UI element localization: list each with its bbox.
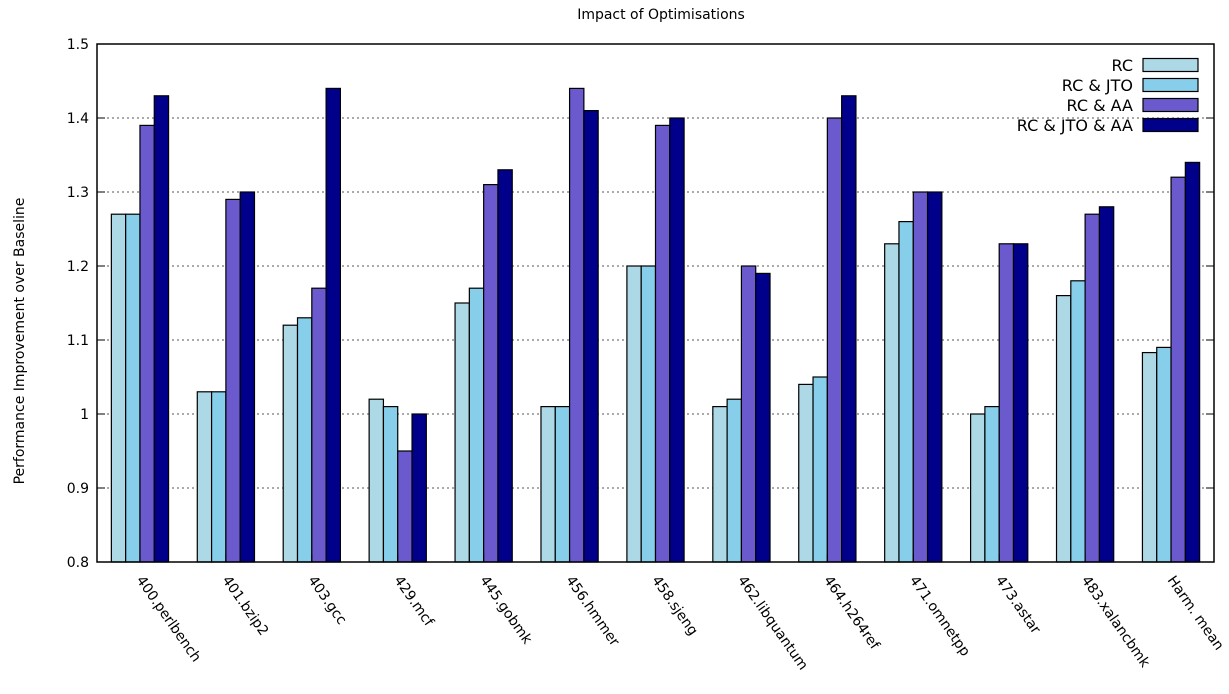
- bar-rc-jto-aa-462-libquantum: [755, 272, 771, 563]
- bar-rc-445-gobmk: [454, 302, 470, 563]
- bar-rc-471-omnetpp: [884, 243, 900, 563]
- x-category-label: 471.omnetpp: [906, 573, 973, 659]
- legend-swatch: [1142, 117, 1199, 133]
- bar-rc-jto-458-sjeng: [640, 265, 657, 563]
- y-tick-label: 1.4: [67, 111, 89, 127]
- bar-rc-jto-aa-483-xalancbmk: [1098, 206, 1115, 563]
- bar-rc-jto-400-perlbench: [125, 213, 141, 563]
- y-tick-label: 1.1: [67, 333, 89, 349]
- bar-rc-harm-mean: [1141, 351, 1158, 563]
- bar-rc-456-hmmer: [540, 406, 556, 563]
- bar-rc-aa-429-mcf: [397, 450, 413, 563]
- bar-rc-429-mcf: [368, 398, 385, 563]
- x-category-label: 458.sjeng: [648, 573, 701, 638]
- bar-rc-jto-471-omnetpp: [898, 221, 914, 563]
- x-category-label: 401.bzip2: [219, 573, 272, 639]
- bar-rc-jto-aa-464-h264ref: [841, 95, 857, 563]
- bar-rc-jto-473-astar: [984, 406, 1000, 563]
- legend-swatch: [1142, 97, 1199, 113]
- bar-rc-jto-aa-harm-mean: [1184, 161, 1201, 563]
- bar-rc-aa-400-perlbench: [139, 124, 155, 563]
- x-axis-categories: 400.perlbench 401.bzip2 403.gcc 429.mcf 445.…: [133, 554, 1227, 673]
- bar-rc-aa-483-xalancbmk: [1084, 213, 1101, 563]
- bar-rc-jto-462-libquantum: [726, 398, 743, 563]
- y-axis-ticks: 0.8 0.9 1 1.1 1.2 1.3 1.4 1.5: [67, 37, 1214, 571]
- chart-title: Impact of Optimisations: [577, 7, 745, 23]
- bar-rc-aa-456-hmmer: [568, 87, 585, 563]
- legend-label: RC: [1112, 56, 1134, 75]
- bar-rc-jto-aa-473-astar: [1012, 243, 1029, 563]
- legend-label: RC & JTO & AA: [1017, 116, 1133, 135]
- y-tick-label: 1.2: [67, 259, 89, 275]
- y-tick-label: 1.3: [67, 185, 89, 201]
- bar-rc-400-perlbench: [110, 213, 127, 563]
- y-tick-label: 1.5: [67, 37, 89, 53]
- bar-rc-aa-473-astar: [998, 243, 1015, 563]
- bar-rc-462-libquantum: [712, 406, 728, 563]
- bar-rc-aa-harm-mean: [1170, 176, 1186, 563]
- bar-rc-473-astar: [969, 413, 986, 563]
- x-category-label: Harm. mean: [1164, 573, 1227, 653]
- bar-rc-jto-aa-458-sjeng: [669, 117, 685, 563]
- bar-rc-jto-aa-471-omnetpp: [926, 191, 943, 563]
- bar-rc-jto-aa-445-gobmk: [497, 169, 513, 563]
- bar-rc-aa-401-bzip2: [225, 198, 241, 563]
- x-category-label: 400.perlbench: [133, 573, 204, 665]
- bar-rc-aa-403-gcc: [311, 287, 327, 563]
- bar-rc-jto-483-xalancbmk: [1070, 280, 1086, 563]
- bars-group: [110, 87, 1201, 563]
- x-category-label: 456.hmmer: [562, 573, 622, 649]
- bar-rc-jto-aa-400-perlbench: [153, 95, 170, 563]
- plot-frame: [96, 43, 1215, 563]
- bar-rc-jto-aa-401-bzip2: [239, 191, 256, 563]
- legend-label: RC & JTO: [1062, 76, 1133, 95]
- bar-rc-jto-aa-456-hmmer: [583, 109, 599, 563]
- x-category-label: 429.mcf: [390, 573, 437, 630]
- legend-swatch: [1142, 57, 1199, 73]
- bar-rc-jto-464-h264ref: [812, 376, 828, 563]
- y-tick-label: 0.9: [67, 481, 89, 497]
- bar-rc-jto-401-bzip2: [210, 391, 227, 563]
- bar-rc-jto-aa-403-gcc: [325, 87, 342, 563]
- x-category-label: 473.astar: [992, 573, 1044, 637]
- bar-rc-aa-458-sjeng: [654, 124, 671, 563]
- bar-rc-jto-aa-429-mcf: [411, 413, 427, 563]
- bar-rc-403-gcc: [282, 324, 299, 563]
- bar-rc-jto-456-hmmer: [554, 406, 571, 563]
- legend-swatch: [1142, 77, 1199, 93]
- y-tick-label: 1: [80, 407, 89, 423]
- x-category-label: 483.xalancbmk: [1078, 573, 1153, 671]
- bar-rc-aa-471-omnetpp: [912, 191, 929, 563]
- x-category-label: 403.gcc: [305, 573, 350, 628]
- bar-rc-aa-445-gobmk: [483, 184, 499, 563]
- bar-rc-aa-462-libquantum: [740, 265, 757, 563]
- bar-rc-jto-harm-mean: [1156, 346, 1172, 563]
- y-tick-label: 0.8: [67, 555, 89, 571]
- bar-rc-483-xalancbmk: [1055, 295, 1072, 563]
- bar-rc-jto-445-gobmk: [468, 287, 485, 563]
- bar-rc-401-bzip2: [196, 391, 213, 563]
- bar-rc-458-sjeng: [626, 265, 642, 563]
- x-category-label: 445.gobmk: [476, 573, 535, 648]
- bar-rc-jto-403-gcc: [296, 317, 313, 563]
- bar-rc-aa-464-h264ref: [826, 117, 843, 563]
- x-category-label: 464.h264ref: [820, 573, 883, 653]
- x-category-label: 462.libquantum: [734, 573, 811, 673]
- bar-rc-jto-429-mcf: [382, 406, 399, 563]
- y-axis-label: Performance Improvement over Baseline: [12, 198, 28, 485]
- bar-rc-464-h264ref: [798, 383, 814, 563]
- legend-label: RC & AA: [1067, 96, 1134, 115]
